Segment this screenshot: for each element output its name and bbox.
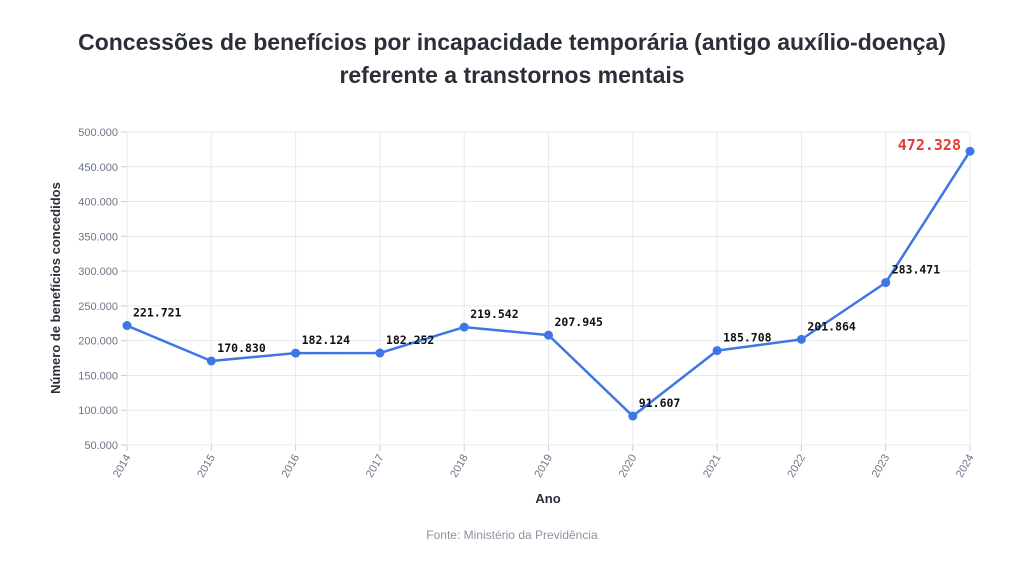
data-label: 185.708 [723, 331, 772, 345]
data-labels: 221.721 170.830 182.124 182.252 219.542 207.9… [133, 136, 961, 410]
x-tick-label: 2021 [701, 453, 724, 480]
y-tick-label: 500.000 [78, 127, 118, 139]
chart-title: Concessões de benefícios por incapacidad… [0, 26, 1024, 92]
data-label: 221.721 [133, 306, 182, 320]
y-tick-label: 450.000 [78, 162, 118, 174]
data-label-highlight: 472.328 [898, 136, 961, 154]
data-point [965, 146, 975, 156]
y-tick-label: 400.000 [78, 197, 118, 209]
x-axis-ticks: 2014 2015 2016 2017 2018 2019 2020 2021 2022 2023… [111, 453, 977, 480]
x-tick-label: 2015 [195, 453, 218, 480]
x-tick-label: 2016 [280, 453, 303, 480]
data-point [206, 356, 216, 366]
y-tick-label: 250.000 [78, 301, 118, 313]
data-label: 91.607 [639, 396, 681, 410]
data-label: 219.542 [470, 307, 518, 321]
data-point [628, 411, 638, 421]
chart-title-line2: referente a transtornos mentais [339, 62, 685, 88]
x-axis-title: Ano [535, 491, 560, 506]
y-axis-title: Número de benefícios concedidos [48, 182, 63, 394]
data-label: 201.864 [807, 319, 856, 333]
data-points [122, 146, 975, 421]
y-tick-label: 50.000 [84, 440, 118, 452]
data-point [459, 322, 469, 332]
data-point [712, 346, 722, 356]
x-tick-label: 2020 [617, 453, 640, 480]
x-tick-label: 2019 [532, 453, 555, 480]
x-tick-label: 2017 [364, 453, 387, 480]
chart-title-line1: Concessões de benefícios por incapacidad… [78, 29, 946, 55]
y-tick-label: 150.000 [78, 370, 118, 382]
data-point [375, 348, 385, 358]
y-tick-label: 200.000 [78, 336, 118, 348]
x-tick-label: 2024 [954, 453, 977, 480]
y-tick-label: 350.000 [78, 231, 118, 243]
data-label: 182.252 [386, 333, 434, 347]
data-point [544, 330, 553, 340]
data-point [291, 348, 301, 358]
x-tick-label: 2022 [785, 453, 808, 480]
x-tick-label: 2023 [870, 453, 893, 480]
x-tick-label: 2018 [448, 453, 471, 480]
x-tick-label: 2014 [111, 453, 134, 480]
data-point [122, 321, 132, 331]
y-tick-label: 100.000 [78, 405, 118, 417]
data-label: 170.830 [217, 341, 266, 355]
y-axis-ticks: 50.000 100.000 150.000 200.000 250.000 300.00… [78, 127, 118, 452]
data-point [881, 278, 891, 288]
data-label: 207.945 [555, 315, 604, 329]
y-tick-label: 300.000 [78, 266, 118, 278]
grid-lines [121, 131, 971, 451]
data-label: 182.124 [302, 333, 351, 347]
data-point [796, 334, 806, 344]
data-label: 283.471 [892, 263, 941, 277]
source-note: Fonte: Ministério da Previdência [426, 528, 598, 542]
